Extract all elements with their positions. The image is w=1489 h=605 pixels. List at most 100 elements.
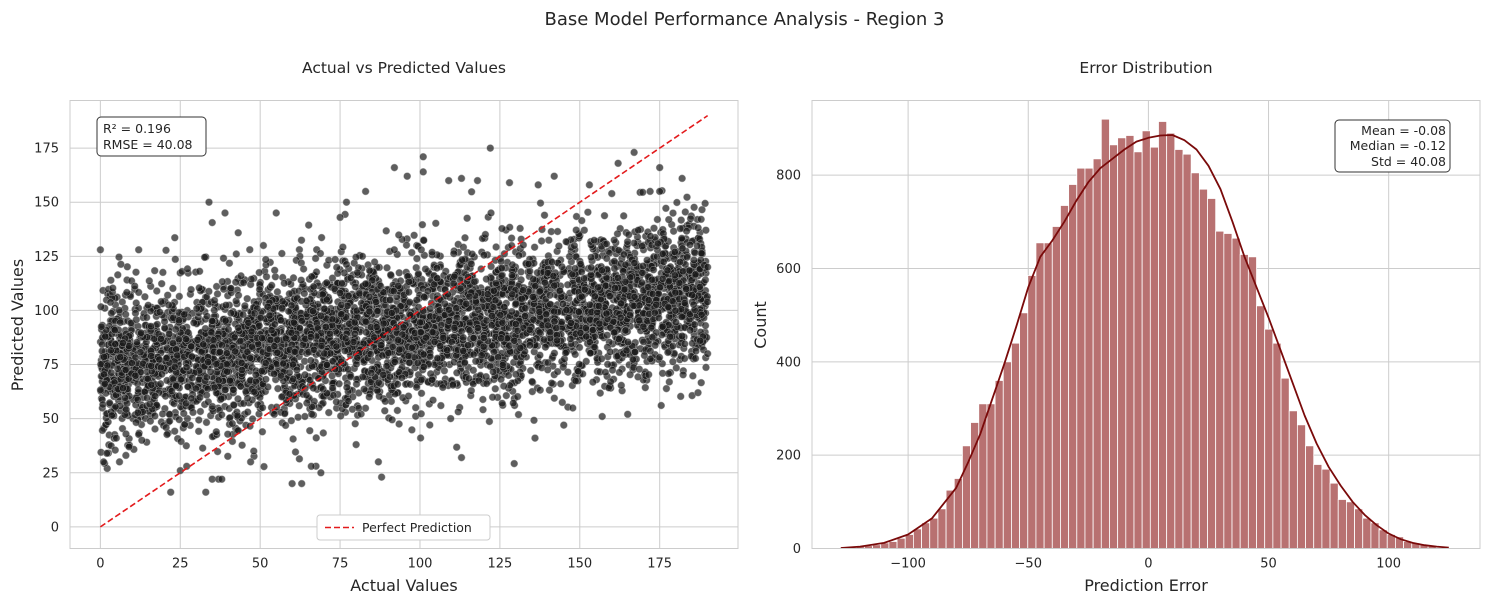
scatter-point xyxy=(132,418,140,427)
scatter-point xyxy=(399,323,408,332)
scatter-point xyxy=(202,391,211,399)
scatter-point xyxy=(701,199,709,208)
scatter-point xyxy=(265,311,274,320)
scatter-point xyxy=(300,289,309,298)
scatter-point xyxy=(145,277,154,285)
scatter-point xyxy=(436,342,445,350)
scatter-point xyxy=(332,263,341,272)
scatter-point xyxy=(695,283,704,291)
scatter-point xyxy=(531,282,540,290)
scatter-point xyxy=(198,444,207,452)
scatter-point xyxy=(691,354,700,363)
scatter-point xyxy=(584,208,592,217)
scatter-point xyxy=(433,354,442,363)
scatter-point xyxy=(218,277,227,286)
scatter-point xyxy=(553,367,562,376)
scatter-point xyxy=(425,421,434,429)
scatter-point xyxy=(545,386,554,394)
scatter-point xyxy=(586,315,595,324)
scatter-point xyxy=(151,425,159,433)
scatter-point xyxy=(519,286,527,295)
scatter-point xyxy=(116,353,125,362)
scatter-point xyxy=(319,429,328,437)
scatter-point xyxy=(571,264,579,273)
scatter-point xyxy=(234,323,243,332)
scatter-point xyxy=(238,366,246,374)
scatter-point xyxy=(395,268,404,277)
scatter-point xyxy=(277,393,286,401)
scatter-point xyxy=(123,262,132,271)
scatter-point xyxy=(307,333,315,341)
scatter-point xyxy=(459,347,468,355)
scatter-point xyxy=(239,399,248,408)
scatter-point xyxy=(377,341,385,349)
scatter-point xyxy=(295,401,304,410)
scatter-point xyxy=(382,362,391,371)
scatter-point xyxy=(540,211,549,220)
scatter-point xyxy=(416,434,425,442)
scatter-point xyxy=(370,258,379,266)
scatter-point xyxy=(361,280,370,288)
scatter-point xyxy=(697,378,706,387)
scatter-point xyxy=(179,409,188,418)
scatter-point xyxy=(338,279,346,288)
scatter-point xyxy=(678,312,686,321)
scatter-point xyxy=(213,447,222,456)
scatter-point xyxy=(228,419,237,428)
scatter-point xyxy=(222,360,231,369)
scatter-point xyxy=(443,346,452,355)
scatter-point xyxy=(100,379,109,388)
scatter-point xyxy=(111,340,120,348)
scatter-point xyxy=(479,395,487,404)
scatter-point xyxy=(394,231,403,239)
scatter-point xyxy=(122,288,131,297)
scatter-point xyxy=(463,214,471,223)
scatter-point xyxy=(285,390,294,398)
scatter-point xyxy=(690,248,699,257)
scatter-point xyxy=(398,373,406,382)
scatter-point xyxy=(610,257,619,266)
scatter-point xyxy=(328,274,337,282)
scatter-point xyxy=(646,232,655,241)
scatter-point xyxy=(499,382,508,390)
scatter-point xyxy=(686,326,695,335)
scatter-point xyxy=(238,441,246,450)
scatter-point xyxy=(205,287,213,296)
scatter-point xyxy=(524,260,533,268)
scatter-point xyxy=(581,324,590,332)
scatter-point xyxy=(331,365,339,373)
scatter-point xyxy=(379,370,388,379)
scatter-point xyxy=(326,329,334,338)
scatter-point xyxy=(426,352,435,361)
scatter-point xyxy=(669,227,678,236)
scatter-point xyxy=(575,360,584,369)
scatter-point xyxy=(482,372,490,381)
scatter-point xyxy=(404,352,413,360)
scatter-point xyxy=(122,430,130,438)
scatter-point xyxy=(481,230,490,239)
scatter-point xyxy=(291,448,300,456)
scatter-point xyxy=(557,318,566,326)
scatter-point xyxy=(528,306,537,315)
scatter-point xyxy=(322,295,331,304)
scatter-point xyxy=(431,219,440,228)
scatter-point xyxy=(195,267,204,276)
scatter-point xyxy=(470,277,479,286)
scatter-point xyxy=(225,259,234,268)
scatter-point xyxy=(360,385,368,394)
scatter-point xyxy=(394,282,403,290)
scatter-point xyxy=(587,253,596,262)
scatter-point xyxy=(577,216,586,225)
scatter-point xyxy=(602,254,611,263)
scatter-point xyxy=(192,304,201,313)
scatter-point xyxy=(498,361,507,369)
scatter-point xyxy=(233,411,242,420)
scatter-point xyxy=(568,404,577,412)
scatter-point xyxy=(115,306,124,315)
scatter-point xyxy=(507,234,516,242)
scatter-point xyxy=(536,351,544,360)
scatter-point xyxy=(556,379,565,388)
scatter-point xyxy=(328,357,337,365)
scatter-point xyxy=(261,255,270,264)
scatter-point xyxy=(202,373,211,382)
